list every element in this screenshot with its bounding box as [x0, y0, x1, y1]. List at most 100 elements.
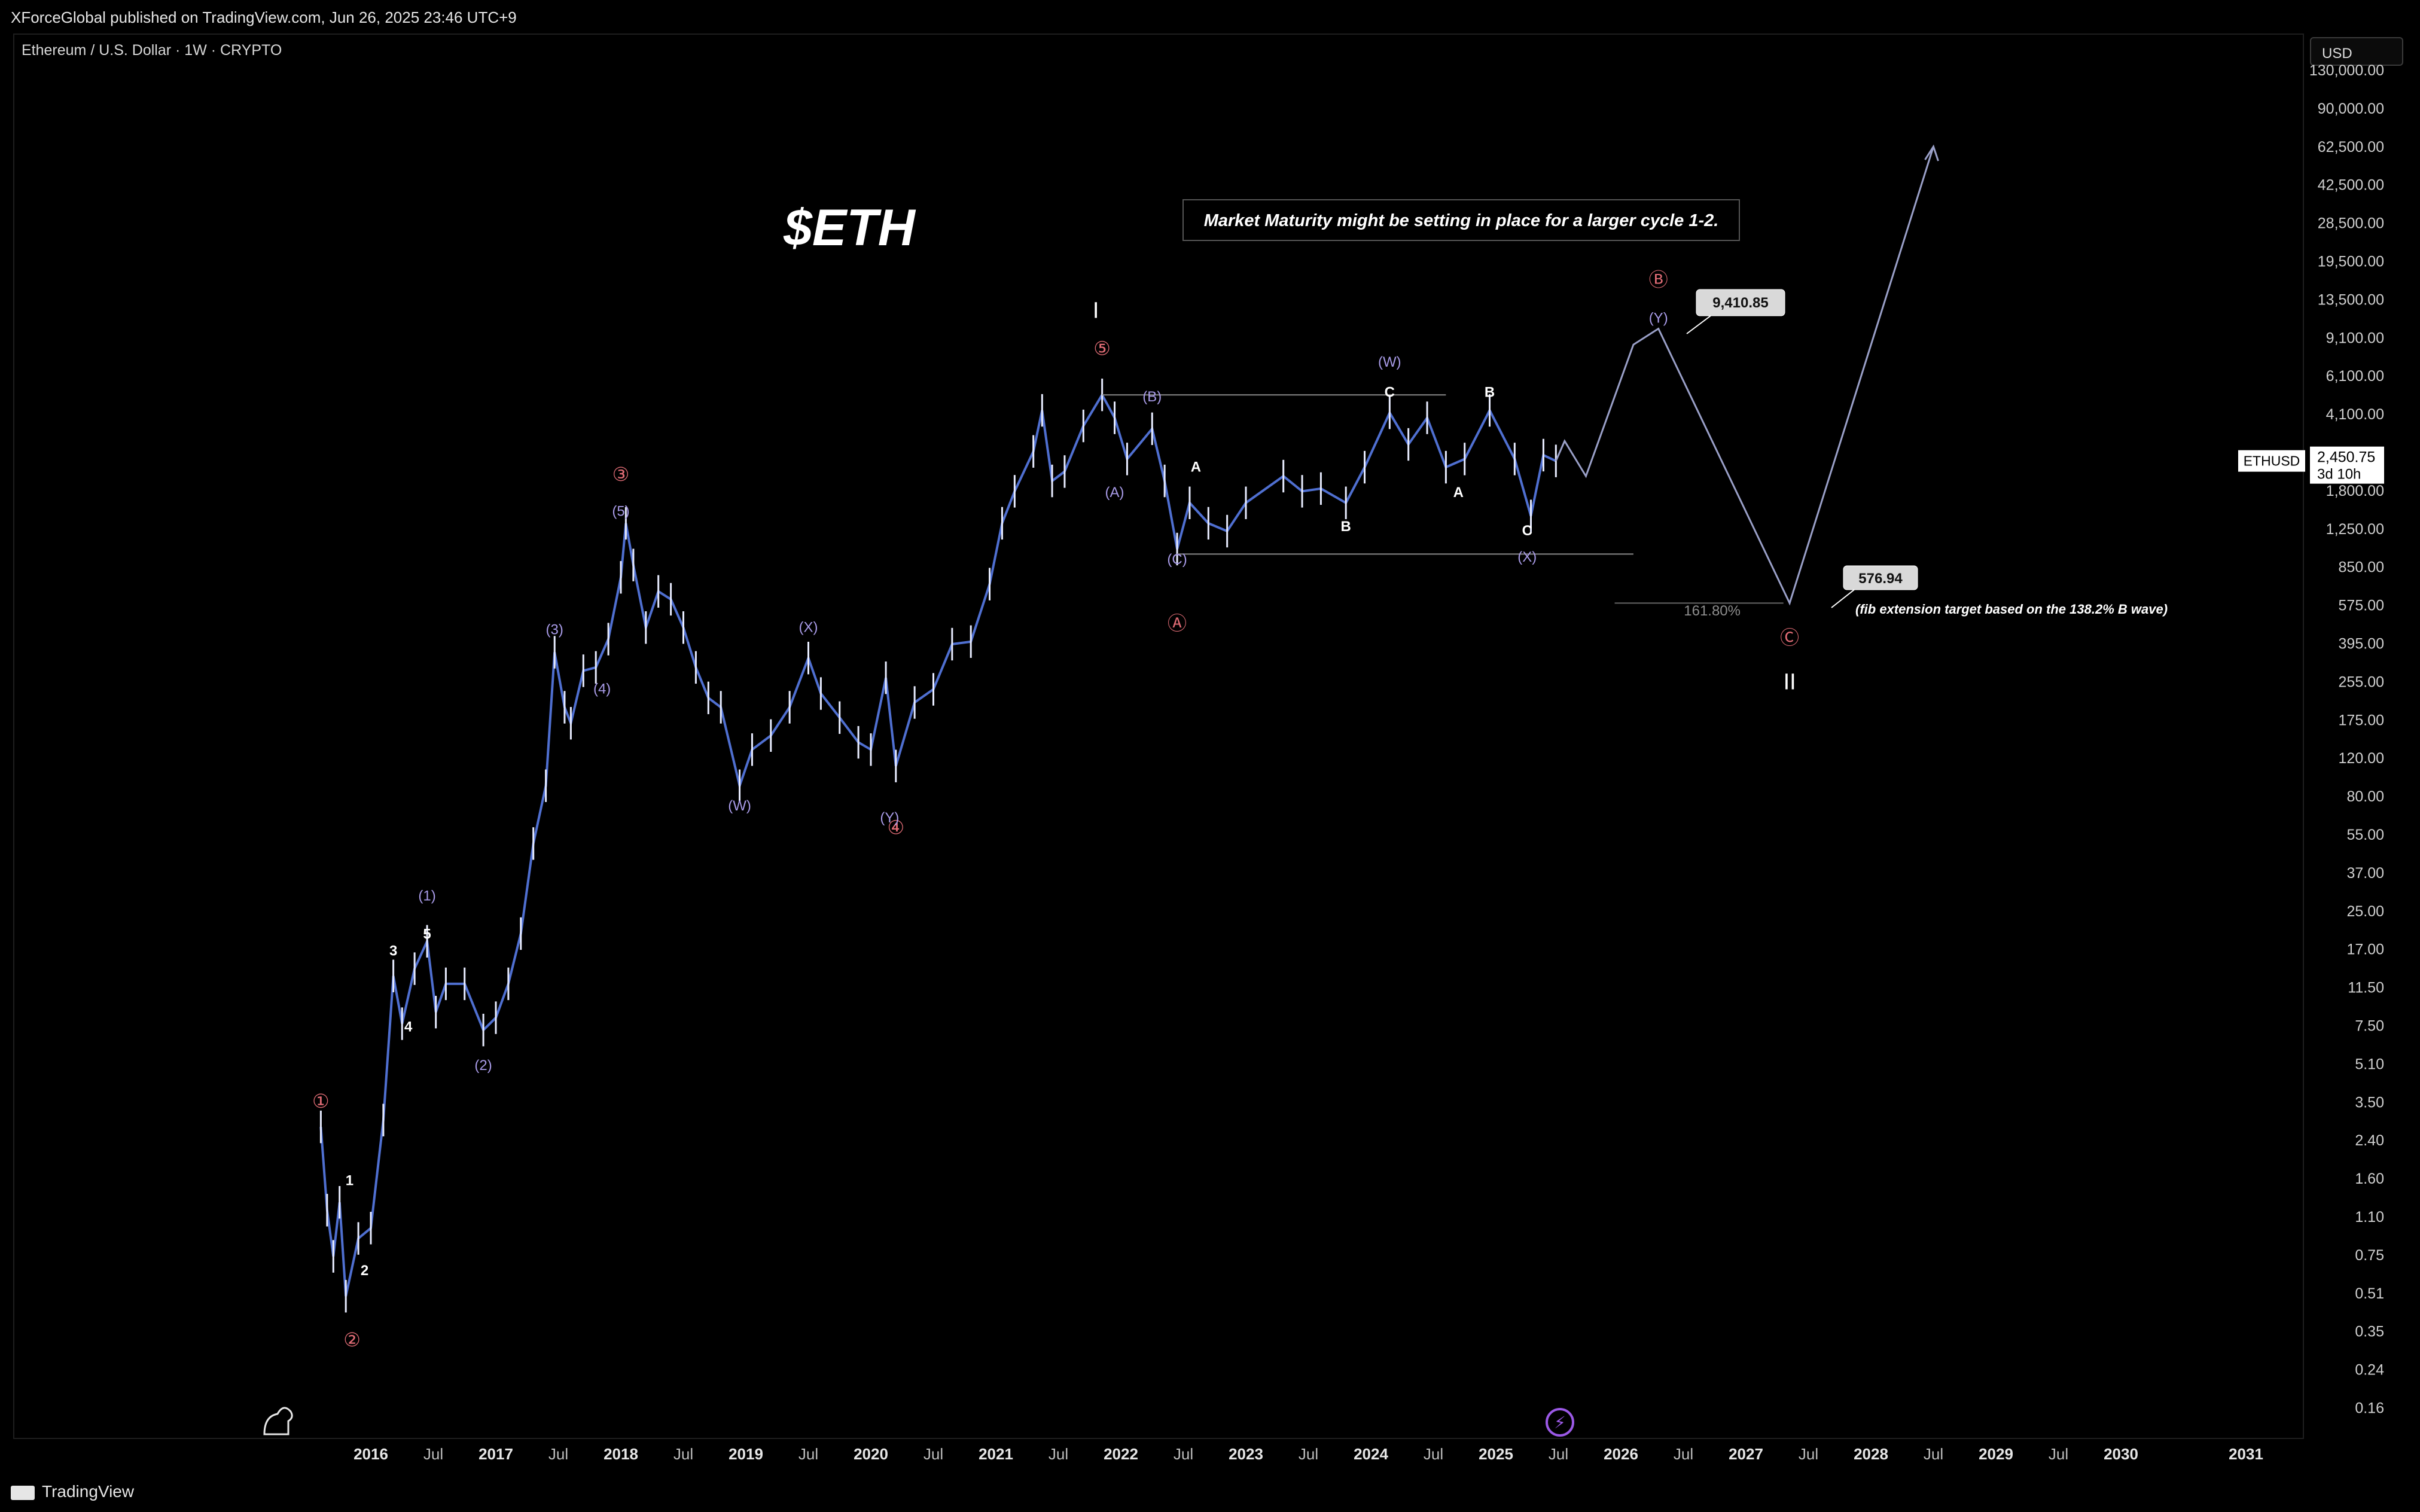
y-tick-label: 1,250.00 [2326, 521, 2384, 538]
x-tick-label: 2022 [1104, 1445, 1138, 1463]
y-tick-label: 90,000.00 [2318, 100, 2384, 117]
x-tick-label: Jul [1674, 1445, 1693, 1463]
wave-label-primary: ④ [887, 816, 904, 839]
x-tick-label: Jul [673, 1445, 693, 1463]
projection-arrowhead [1924, 144, 1939, 161]
y-tick-label: 0.16 [2355, 1400, 2384, 1417]
wave-label-intermediate: (A) [1105, 484, 1124, 501]
y-tick-label: 7.50 [2355, 1018, 2384, 1035]
note-text: Market Maturity might be setting in plac… [1204, 211, 1719, 230]
fib-note-text: (fib extension target based on the 138.2… [1855, 602, 2168, 617]
y-tick-label: 19,500.00 [2318, 254, 2384, 270]
price-callout-text: 576.94 [1858, 571, 1903, 587]
cycle-label: II [1784, 670, 1796, 695]
chart-pane[interactable] [13, 33, 2304, 1439]
wave-label-minor: 1 [346, 1172, 353, 1188]
wave-label-intermediate: (Y) [880, 810, 899, 826]
flash-icon-glyph: ⚡ [1554, 1413, 1566, 1432]
x-tick-label: Jul [423, 1445, 443, 1463]
wave-label-primary: ② [343, 1328, 361, 1351]
x-tick-label: Jul [923, 1445, 943, 1463]
price-line [319, 392, 1557, 1297]
publisher-text: XForceGlobal published on TradingView.co… [11, 8, 517, 26]
y-tick-label: 850.00 [2339, 559, 2384, 576]
y-tick-label: 1.60 [2355, 1170, 2384, 1187]
projection-line [1555, 146, 1934, 606]
x-tick-label: Jul [2049, 1445, 2068, 1463]
wave-label-primary: Ⓑ [1649, 268, 1668, 291]
y-tick-label: 0.35 [2355, 1324, 2384, 1340]
publisher-bar: XForceGlobal published on TradingView.co… [0, 0, 2420, 33]
x-tick-label: 2030 [2104, 1445, 2138, 1463]
footer-bar [0, 1469, 2420, 1512]
note-box [1182, 199, 1740, 241]
y-axis: 130,000.00 90,000.00 62,500.00 42,500.00 28,… [2309, 62, 2384, 1417]
last-price-countdown: 3d 10h [2317, 467, 2361, 483]
last-price-value: 2,450.75 [2317, 449, 2375, 466]
x-tick-label: Jul [1799, 1445, 1818, 1463]
wave-structure-lines [1102, 394, 1784, 604]
x-tick-label: 2023 [1229, 1445, 1263, 1463]
wave-label-intermediate: (X) [1517, 549, 1537, 565]
x-tick-label: 2029 [1979, 1445, 2013, 1463]
y-tick-label: 2.40 [2355, 1132, 2384, 1149]
y-tick-label: 4,100.00 [2326, 406, 2384, 423]
price-callout-box [1843, 565, 1918, 590]
x-tick-label: 2018 [604, 1445, 638, 1463]
wave-label-minor: 3 [389, 943, 397, 959]
tradingview-logo[interactable]: TradingView [11, 1482, 134, 1501]
x-tick-label: 2019 [729, 1445, 763, 1463]
y-tick-label: 0.75 [2355, 1247, 2384, 1264]
x-tick-label: 2016 [353, 1445, 388, 1463]
wave-label-intermediate: (Y) [1649, 310, 1668, 327]
x-tick-label: Jul [798, 1445, 818, 1463]
wave-label-intermediate: (W) [1378, 354, 1401, 370]
currency-button[interactable]: USD [2310, 37, 2403, 66]
y-tick-label: 3.50 [2355, 1094, 2384, 1111]
y-tick-label: 1,800.00 [2326, 483, 2384, 499]
x-tick-label: 2031 [2229, 1445, 2263, 1463]
brand-label: TradingView [42, 1482, 135, 1501]
cycle-label: I [1093, 298, 1099, 324]
wave-label-primary: Ⓐ [1168, 612, 1187, 635]
y-tick-label: 11.50 [2348, 980, 2384, 996]
tradingview-logo-icon [11, 1485, 35, 1500]
y-tick-label: 120.00 [2339, 750, 2384, 767]
y-tick-label: 25.00 [2346, 903, 2384, 920]
symbol-price-tag [2238, 450, 2305, 472]
wave-label-minor: B [1485, 385, 1495, 401]
y-tick-label: 9,100.00 [2326, 330, 2384, 346]
dinosaur-icon [263, 1407, 293, 1435]
chart-title-eth: $ETH [783, 199, 916, 257]
wave-label-intermediate: (W) [728, 798, 751, 814]
y-tick-label: 0.51 [2355, 1285, 2384, 1302]
symbol-title[interactable]: Ethereum / U.S. Dollar · 1W · CRYPTO [22, 42, 282, 59]
x-tick-label: 2017 [478, 1445, 513, 1463]
x-tick-label: 2028 [1854, 1445, 1888, 1463]
y-tick-label: 13,500.00 [2318, 291, 2384, 308]
x-tick-label: Jul [1299, 1445, 1318, 1463]
x-tick-label: 2027 [1729, 1445, 1763, 1463]
y-tick-label: 575.00 [2339, 598, 2384, 614]
wave-label-intermediate: (3) [546, 622, 563, 638]
symbol-tag-text: ETHUSD [2244, 453, 2300, 469]
y-tick-label: 28,500.00 [2318, 215, 2384, 232]
y-tick-label: 0.24 [2355, 1362, 2384, 1379]
wave-label-primary: ③ [612, 463, 630, 486]
y-tick-label: 255.00 [2339, 673, 2384, 690]
wave-label-primary: Ⓒ [1780, 626, 1799, 649]
y-tick-label: 6,100.00 [2326, 368, 2384, 385]
wave-label-minor: A [1453, 484, 1464, 501]
x-tick-label: Jul [548, 1445, 568, 1463]
x-axis: 2016 Jul 2017 Jul 2018 Jul 2019 Jul 2020 Jul 2021 J… [353, 1445, 2263, 1463]
wave-label-intermediate: (1) [418, 888, 435, 904]
fib-level-label: 161.80% [1684, 603, 1741, 619]
y-tick-label: 62,500.00 [2318, 139, 2384, 156]
y-tick-label: 395.00 [2339, 636, 2384, 653]
y-tick-label: 42,500.00 [2318, 177, 2384, 194]
y-tick-label: 130,000.00 [2309, 62, 2384, 79]
y-tick-label: 5.10 [2355, 1056, 2384, 1072]
y-tick-label: 17.00 [2346, 941, 2384, 958]
callout-pointer [1686, 315, 1711, 334]
